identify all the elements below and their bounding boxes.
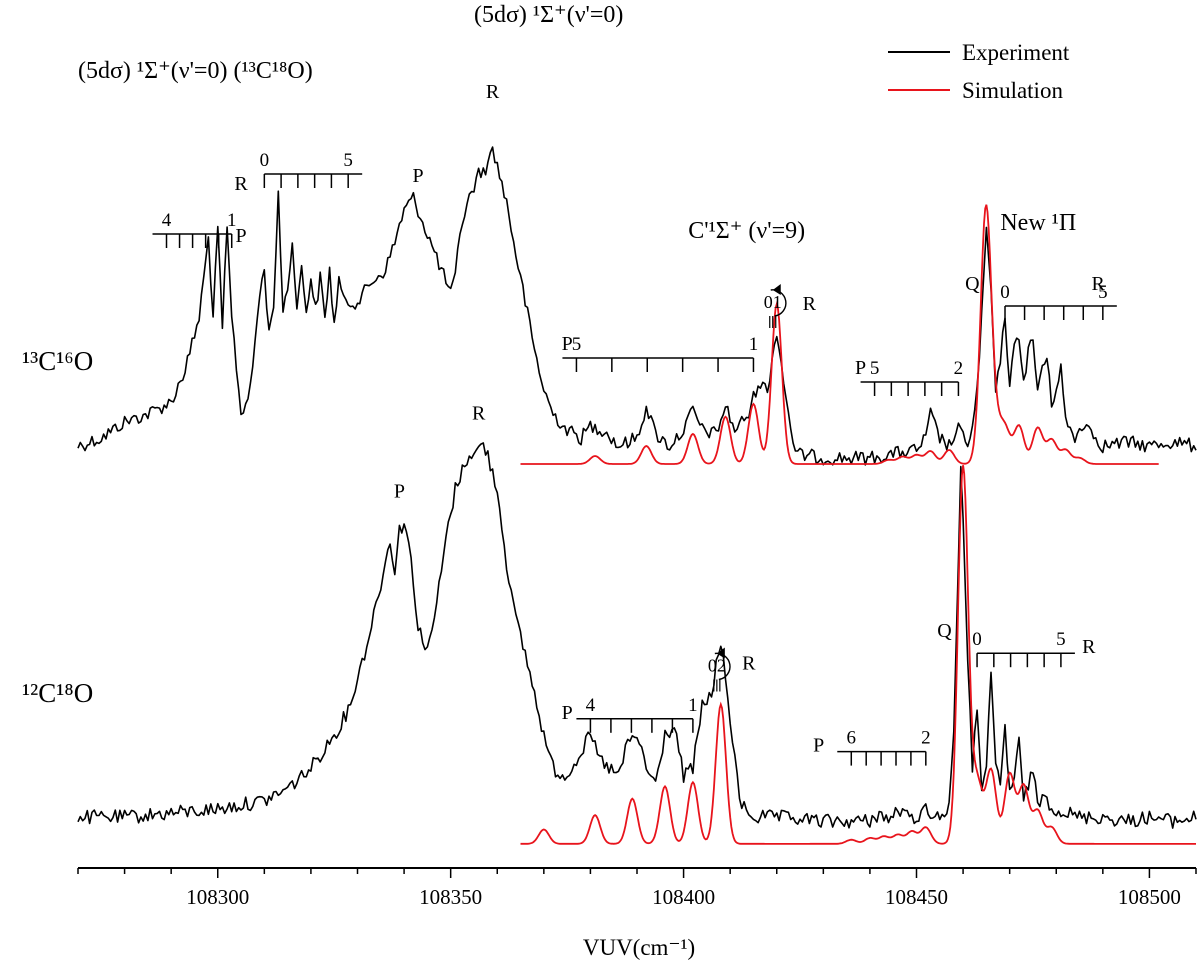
- simulation-trace-12C18O: [520, 465, 1196, 845]
- annotation: P: [562, 333, 573, 355]
- annotation: R: [742, 653, 756, 675]
- ladder-end-label: 1: [227, 210, 237, 231]
- annotation: R: [486, 81, 500, 103]
- ladder-start-label: 4: [162, 210, 172, 231]
- annotation: R: [1092, 273, 1106, 295]
- annotation: Q: [965, 273, 980, 295]
- arrowhead-icon: [716, 647, 725, 659]
- x-axis-label: VUV(cm⁻¹): [583, 935, 695, 960]
- panel-label-12C18O: ¹²C¹⁸O: [22, 678, 93, 708]
- simulation-trace-13C16O: [520, 204, 1159, 465]
- bandhead-marker: 01: [764, 284, 787, 328]
- bandhead-marker: 02: [708, 647, 731, 692]
- annotation: New ¹Π: [1000, 210, 1076, 236]
- annotation: P: [855, 357, 866, 379]
- annotation: R: [803, 293, 817, 315]
- ladder-end-label: 2: [954, 358, 964, 379]
- annotation: R: [472, 403, 486, 425]
- ladder-end-label: 5: [1098, 282, 1108, 303]
- ladder-start-label: 0: [260, 150, 270, 171]
- legend-label: Experiment: [962, 40, 1070, 65]
- ladder-start-label: 4: [586, 695, 596, 716]
- x-axis: 108300 108350 108400 108450 108500: [77, 867, 1197, 909]
- experiment-trace-12C18O: [77, 442, 1197, 829]
- ladder-end-label: 1: [688, 695, 698, 716]
- annotation: C'¹Σ⁺ (ν'=9): [688, 218, 805, 244]
- bandhead-label: 01: [764, 292, 782, 312]
- x-tick-label: 108450: [885, 885, 948, 909]
- ladder-start-label: 5: [870, 358, 880, 379]
- legend-label: Simulation: [962, 78, 1063, 103]
- annotation: (5dσ) ¹Σ⁺(ν'=0): [474, 2, 623, 28]
- legend: Experiment Simulation: [888, 40, 1070, 103]
- annotation: P: [394, 480, 405, 502]
- annotation: R: [234, 173, 248, 195]
- annotation: P: [562, 702, 573, 724]
- annotations: (5dσ) ¹Σ⁺(ν'=0) (¹³C¹⁸O) (5dσ) ¹Σ⁺(ν'=0) C…: [78, 2, 1106, 757]
- annotation: Q: [937, 620, 952, 642]
- annotation: R: [1082, 636, 1096, 658]
- annotation: (5dσ) ¹Σ⁺(ν'=0) (¹³C¹⁸O): [78, 58, 313, 84]
- ladder-start-label: 0: [972, 629, 982, 650]
- annotation: P: [235, 225, 246, 247]
- ladder-start-label: 0: [1000, 282, 1010, 303]
- ladder-start-label: 5: [572, 334, 582, 355]
- experiment-trace-13C16O: [77, 146, 1197, 466]
- series-layer: [77, 146, 1197, 845]
- panel-label-13C16O: ¹³C¹⁶O: [22, 346, 93, 376]
- ladder-end-label: 1: [749, 334, 759, 355]
- x-tick-label: 108500: [1118, 885, 1181, 909]
- arrowhead-icon: [772, 284, 781, 295]
- ladder-start-label: 6: [847, 728, 857, 749]
- bandhead-label: 02: [708, 656, 726, 676]
- ladder-end-label: 2: [921, 728, 931, 749]
- annotation: P: [813, 735, 824, 757]
- ladder-end-label: 5: [1056, 629, 1066, 650]
- annotation: P: [412, 165, 423, 187]
- rotational-ladders: 0 54 15 15 20 54 16 20 5: [152, 150, 1117, 766]
- x-tick-label: 108300: [186, 885, 249, 909]
- panel-labels: ¹³C¹⁶O ¹²C¹⁸O: [22, 346, 93, 708]
- ladder-end-label: 5: [343, 150, 353, 171]
- x-tick-label: 108350: [419, 885, 482, 909]
- x-tick-label: 108400: [652, 885, 715, 909]
